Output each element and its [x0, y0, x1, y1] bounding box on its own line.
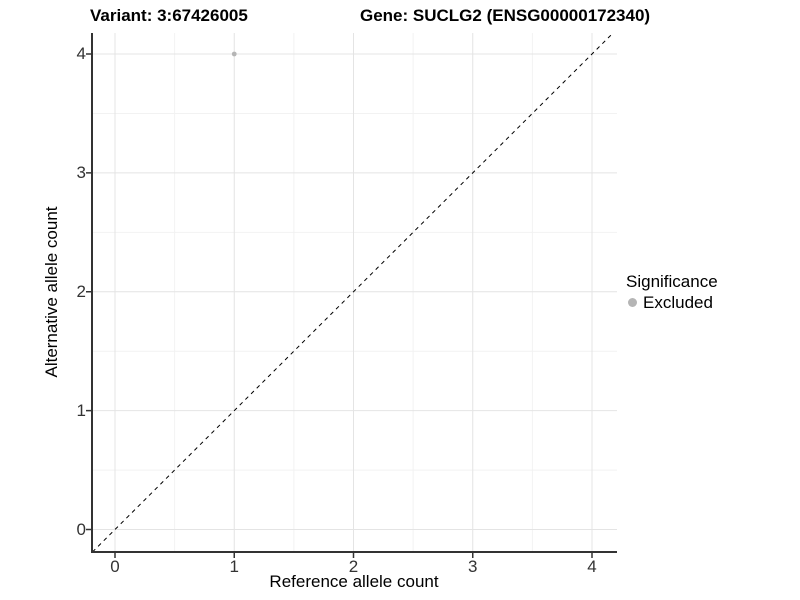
x-tick-label: 0 — [110, 557, 120, 576]
legend-title: Significance — [626, 272, 718, 291]
x-axis-title: Reference allele count — [269, 572, 439, 591]
y-tick-label: 0 — [76, 519, 86, 539]
y-axis-title: Alternative allele count — [42, 206, 61, 378]
x-tick-label: 4 — [587, 557, 597, 576]
x-tick-label: 2 — [348, 557, 359, 576]
legend-item-label: Excluded — [643, 293, 713, 312]
variant-title: Variant: 3:67426005 — [90, 6, 248, 25]
y-tick-label: 3 — [76, 162, 86, 182]
x-tick-label: 1 — [229, 557, 239, 576]
y-tick-label: 2 — [76, 281, 86, 301]
y-tick-label: 4 — [76, 44, 86, 63]
y-tick-label: 1 — [76, 400, 86, 420]
excluded-point-icon — [628, 298, 637, 307]
identity-dashed-line — [92, 32, 614, 553]
legend-item-excluded: Excluded — [626, 293, 718, 312]
gene-title: Gene: SUCLG2 (ENSG00000172340) — [360, 6, 651, 25]
x-tick-label: 3 — [468, 557, 478, 576]
legend: Significance Excluded — [626, 272, 718, 312]
data-point — [231, 51, 237, 57]
